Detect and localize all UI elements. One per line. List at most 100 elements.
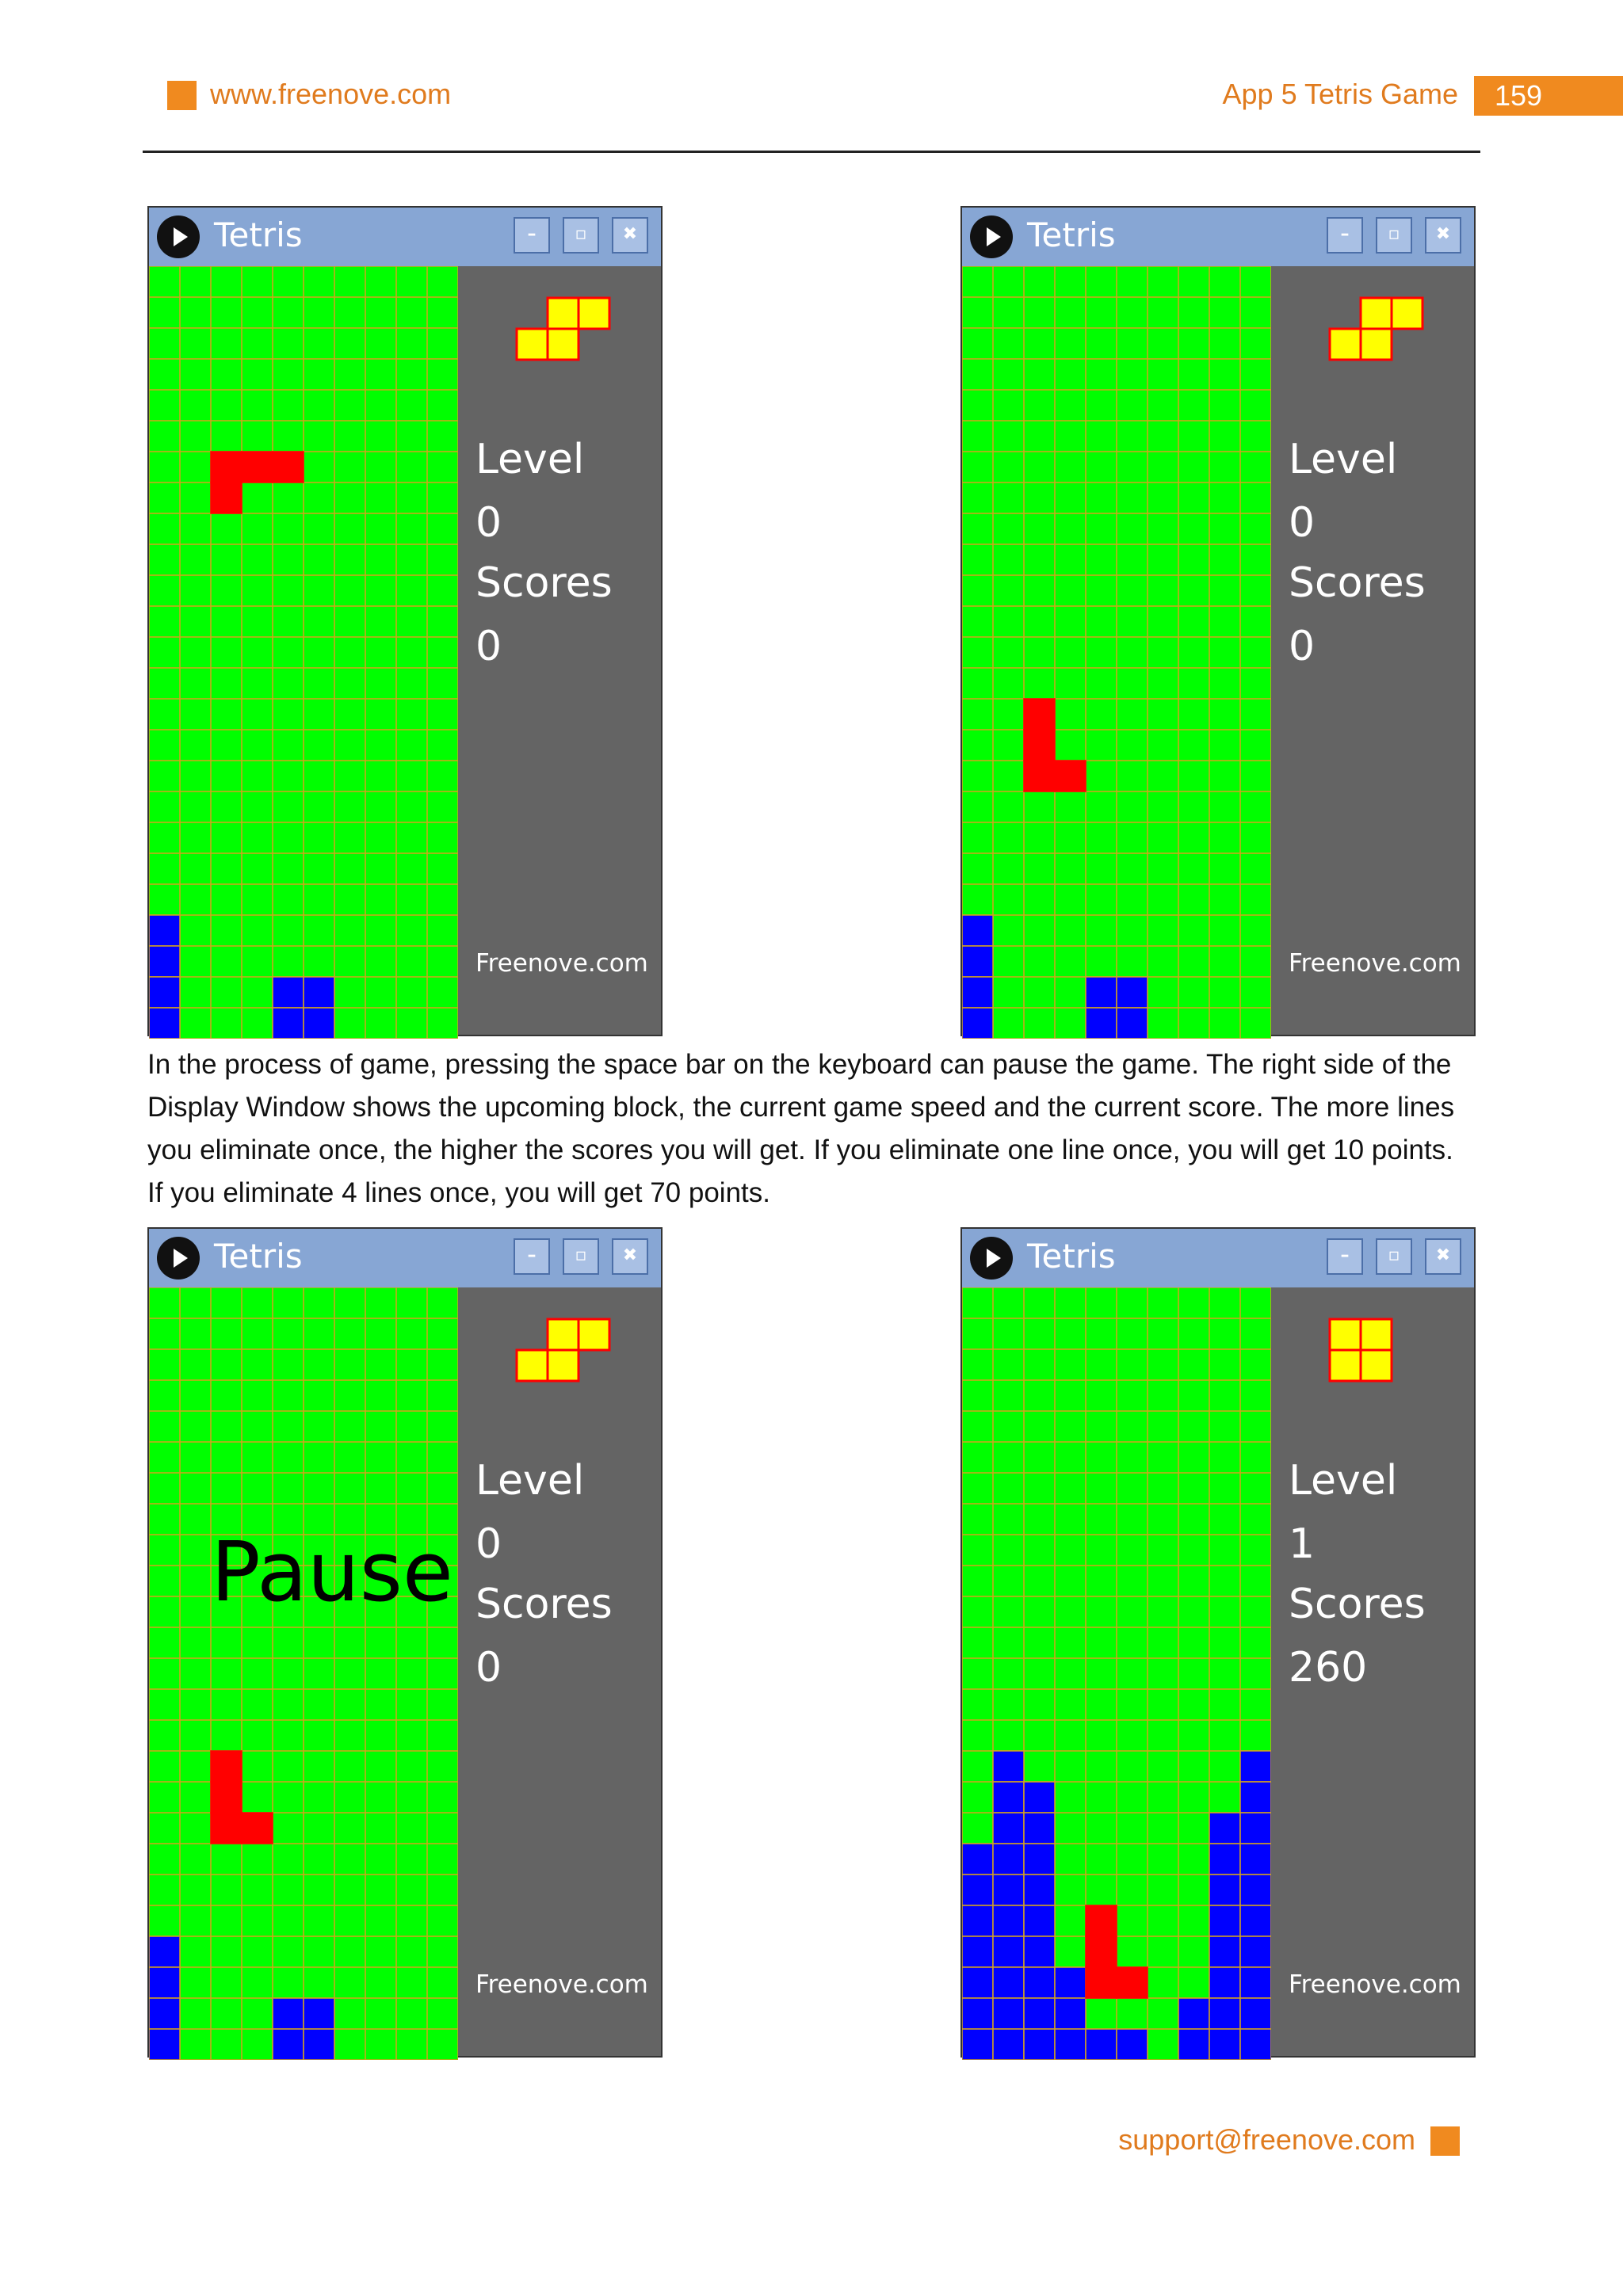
minimize-icon[interactable]: – xyxy=(514,217,550,254)
board-canvas xyxy=(962,266,1271,1039)
settled-block-cell xyxy=(1209,1843,1241,1875)
falling-block-cell xyxy=(1085,1966,1117,1999)
window-title: Tetris xyxy=(1027,1237,1116,1276)
settled-block-cell xyxy=(1209,1966,1241,1999)
game-board[interactable] xyxy=(962,1287,1271,2060)
settled-block-cell xyxy=(1178,1997,1210,2030)
settled-block-cell xyxy=(1085,1007,1117,1039)
window-titlebar[interactable]: Tetris – ▫ ✖ xyxy=(149,208,661,266)
next-piece-cell xyxy=(1359,1348,1393,1383)
settled-block-cell xyxy=(1116,1007,1148,1039)
next-piece-cell xyxy=(1359,1318,1393,1352)
maximize-icon[interactable]: ▫ xyxy=(563,217,599,254)
level-label: Level xyxy=(475,436,585,483)
next-piece-preview xyxy=(1328,296,1424,361)
minimize-icon[interactable]: – xyxy=(1327,1238,1363,1275)
settled-block-cell xyxy=(303,2028,335,2060)
brand-label: Freenove.com xyxy=(475,949,648,978)
settled-block-cell xyxy=(1023,1874,1056,1906)
maximize-icon[interactable]: ▫ xyxy=(1376,217,1412,254)
close-icon[interactable]: ✖ xyxy=(612,217,648,254)
settled-block-cell xyxy=(992,1812,1025,1844)
board-canvas xyxy=(962,1287,1271,2060)
footer-email[interactable]: support@freenove.com xyxy=(1118,2123,1415,2156)
settled-block-cell xyxy=(149,2028,181,2060)
level-value: 0 xyxy=(475,499,502,547)
settled-block-cell xyxy=(992,1750,1025,1783)
pause-text: Pause xyxy=(211,1524,453,1620)
paragraph-line: Display Window shows the upcoming block,… xyxy=(147,1092,1455,1123)
falling-block-cell xyxy=(1085,1936,1117,1968)
header-divider xyxy=(143,151,1480,153)
level-label: Level xyxy=(1289,436,1398,483)
close-icon[interactable]: ✖ xyxy=(1425,217,1461,254)
settled-block-cell xyxy=(1023,1905,1056,1937)
window-titlebar[interactable]: Tetris – ▫ ✖ xyxy=(962,1229,1474,1287)
falling-block-cell xyxy=(272,451,304,483)
header-url[interactable]: www.freenove.com xyxy=(210,78,452,110)
settled-block-cell xyxy=(149,1997,181,2030)
settled-block-cell xyxy=(1239,1750,1271,1783)
header-chapter-title: App 5 Tetris Game xyxy=(1222,78,1458,110)
game-board[interactable] xyxy=(149,266,458,1039)
settled-block-cell xyxy=(1054,1966,1086,1999)
settled-block-cell xyxy=(303,1007,335,1039)
close-icon[interactable]: ✖ xyxy=(612,1238,648,1275)
game-board[interactable] xyxy=(962,266,1271,1039)
settled-block-cell xyxy=(1023,1966,1056,1999)
settled-block-cell xyxy=(149,976,181,1009)
falling-block-cell xyxy=(210,482,242,514)
settled-block-cell xyxy=(992,2028,1025,2060)
minimize-icon[interactable]: – xyxy=(514,1238,550,1275)
settled-block-cell xyxy=(962,1874,994,1906)
next-piece-cell xyxy=(546,296,580,330)
close-icon[interactable]: ✖ xyxy=(1425,1238,1461,1275)
settled-block-cell xyxy=(992,1936,1025,1968)
window-titlebar[interactable]: Tetris – ▫ ✖ xyxy=(962,208,1474,266)
level-value: 0 xyxy=(1289,499,1316,547)
settled-block-cell xyxy=(992,1874,1025,1906)
settled-block-cell xyxy=(272,1007,304,1039)
next-piece-preview xyxy=(515,1318,611,1383)
settled-block-cell xyxy=(1239,1936,1271,1968)
next-piece-cell xyxy=(1328,327,1362,361)
falling-block-cell xyxy=(1023,698,1056,730)
brand-label: Freenove.com xyxy=(1289,949,1461,978)
minimize-icon[interactable]: – xyxy=(1327,217,1363,254)
next-piece-cell xyxy=(546,1318,580,1352)
window-titlebar[interactable]: Tetris – ▫ ✖ xyxy=(149,1229,661,1287)
window-title: Tetris xyxy=(214,215,303,254)
settled-block-cell xyxy=(149,1007,181,1039)
falling-block-cell xyxy=(1023,729,1056,761)
maximize-icon[interactable]: ▫ xyxy=(563,1238,599,1275)
level-value: 1 xyxy=(1289,1520,1316,1568)
scores-label: Scores xyxy=(475,1581,613,1628)
tetris-window: Tetris – ▫ ✖ Level 0 Scores 0 Freenove.com xyxy=(960,206,1476,1039)
settled-block-cell xyxy=(1178,2028,1210,2060)
next-piece-cell xyxy=(1359,296,1393,330)
settled-block-cell xyxy=(1023,1936,1056,1968)
play-circle-icon xyxy=(970,1237,1013,1280)
brand-label: Freenove.com xyxy=(1289,1970,1461,1999)
settled-block-cell xyxy=(1116,2028,1148,2060)
info-panel: Level 0 Scores 0 Freenove.com xyxy=(1271,266,1474,1035)
settled-block-cell xyxy=(1209,1905,1241,1937)
play-circle-icon xyxy=(970,215,1013,258)
next-piece-cell xyxy=(1359,327,1393,361)
settled-block-cell xyxy=(272,1997,304,2030)
settled-block-cell xyxy=(962,1905,994,1937)
next-piece-preview xyxy=(515,296,611,361)
settled-block-cell xyxy=(962,1997,994,2030)
maximize-icon[interactable]: ▫ xyxy=(1376,1238,1412,1275)
settled-block-cell xyxy=(1239,1905,1271,1937)
scores-value: 0 xyxy=(475,623,502,670)
next-piece-preview xyxy=(1328,1318,1393,1383)
settled-block-cell xyxy=(962,976,994,1009)
settled-block-cell xyxy=(1209,1997,1241,2030)
game-board[interactable]: Pause xyxy=(149,1287,458,2060)
info-panel: Level 0 Scores 0 Freenove.com xyxy=(458,266,661,1035)
next-piece-cell xyxy=(1328,1318,1362,1352)
settled-block-cell xyxy=(962,1843,994,1875)
settled-block-cell xyxy=(1209,2028,1241,2060)
settled-block-cell xyxy=(1023,1812,1056,1844)
